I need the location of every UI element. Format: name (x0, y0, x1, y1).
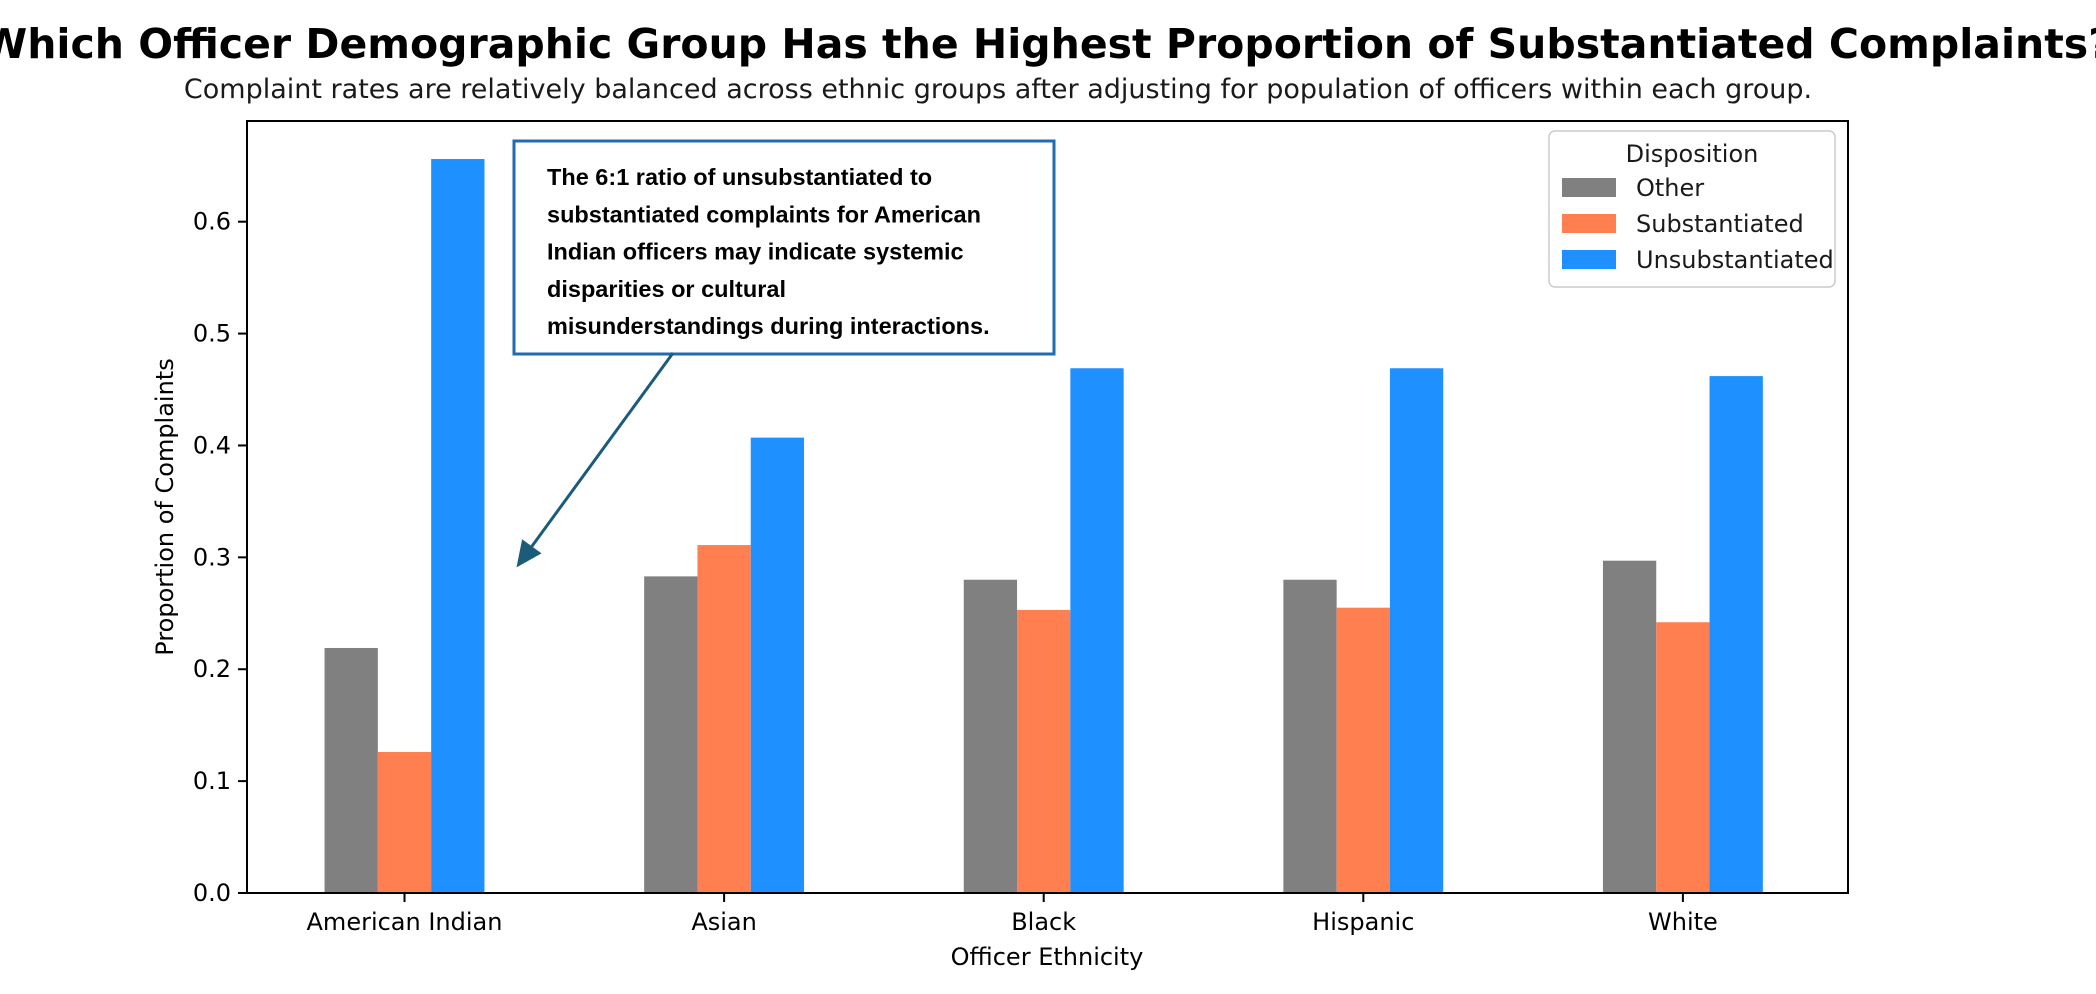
x-axis-label: Officer Ethnicity (951, 943, 1144, 971)
x-tick-label: Asian (691, 908, 757, 936)
y-tick-label: 0.6 (193, 208, 231, 236)
y-axis-label: Proportion of Complaints (151, 358, 179, 655)
bar-substantiated-white (1656, 622, 1710, 893)
legend-swatch-other (1562, 178, 1616, 197)
annotation-line: disparities or cultural (547, 276, 786, 302)
bar-substantiated-hispanic (1336, 607, 1390, 893)
chart-title: Which Officer Demographic Group Has the … (0, 20, 2096, 68)
bar-other-hispanic (1283, 579, 1337, 893)
bar-substantiated-american-indian (377, 752, 432, 893)
x-tick-label: American Indian (307, 908, 503, 936)
y-tick-label: 0.0 (193, 879, 231, 907)
annotation-arrow (530, 352, 675, 548)
y-tick-label: 0.3 (193, 543, 231, 571)
legend-items: Other Substantiated Unsubstantiated (1562, 174, 1834, 274)
annotation-line: Indian officers may indicate systemic (547, 239, 964, 265)
bar-unsubstantiated-asian (750, 437, 805, 893)
legend-box (1548, 130, 1836, 288)
y-tick-label: 0.1 (193, 767, 231, 795)
x-tick-label: White (1648, 908, 1718, 936)
annotation-line: The 6:1 ratio of unsubstantiated to (547, 164, 932, 190)
x-tick-label: Hispanic (1312, 908, 1414, 936)
legend-swatch-substantiated (1562, 214, 1616, 233)
annotation: The 6:1 ratio of unsubstantiated to subst… (512, 139, 1056, 568)
legend-title: Disposition (1626, 140, 1759, 168)
bar-other-black (963, 579, 1018, 893)
bar-unsubstantiated-american-indian (431, 159, 485, 894)
chart-subtitle: Complaint rates are relatively balanced … (184, 74, 1812, 105)
bar-substantiated-black (1017, 609, 1071, 893)
annotation-arrowhead (516, 539, 542, 568)
x-axis: American Indian Asian Black Hispanic White (307, 893, 1718, 936)
y-tick-label: 0.5 (193, 320, 231, 348)
plot-area (246, 120, 1849, 894)
annotation-line: misunderstandings during interactions. (547, 313, 990, 339)
legend-label-substantiated: Substantiated (1636, 210, 1804, 238)
x-tick-label: Black (1011, 908, 1076, 936)
bar-other-white (1602, 560, 1657, 893)
bar-other-american-indian (324, 647, 378, 893)
bar-other-asian (644, 576, 698, 893)
legend: Disposition Other Substantiated Unsubstant… (1548, 130, 1836, 288)
bar-unsubstantiated-black (1070, 368, 1124, 893)
bar-unsubstantiated-hispanic (1389, 368, 1444, 893)
bars-layer (324, 159, 1763, 894)
y-axis: 0.0 0.1 0.2 0.3 0.4 0.5 0.6 (193, 208, 247, 907)
annotation-box (512, 139, 1056, 356)
y-tick-label: 0.4 (193, 431, 231, 459)
annotation-text: The 6:1 ratio of unsubstantiated to subst… (547, 164, 990, 339)
bar-unsubstantiated-white (1709, 376, 1763, 894)
legend-label-other: Other (1636, 174, 1704, 202)
legend-swatch-unsubstantiated (1562, 250, 1616, 269)
bar-substantiated-asian (697, 545, 751, 893)
y-tick-label: 0.2 (193, 655, 231, 683)
annotation-line: substantiated complaints for American (547, 201, 981, 227)
legend-label-unsubstantiated: Unsubstantiated (1636, 246, 1834, 274)
